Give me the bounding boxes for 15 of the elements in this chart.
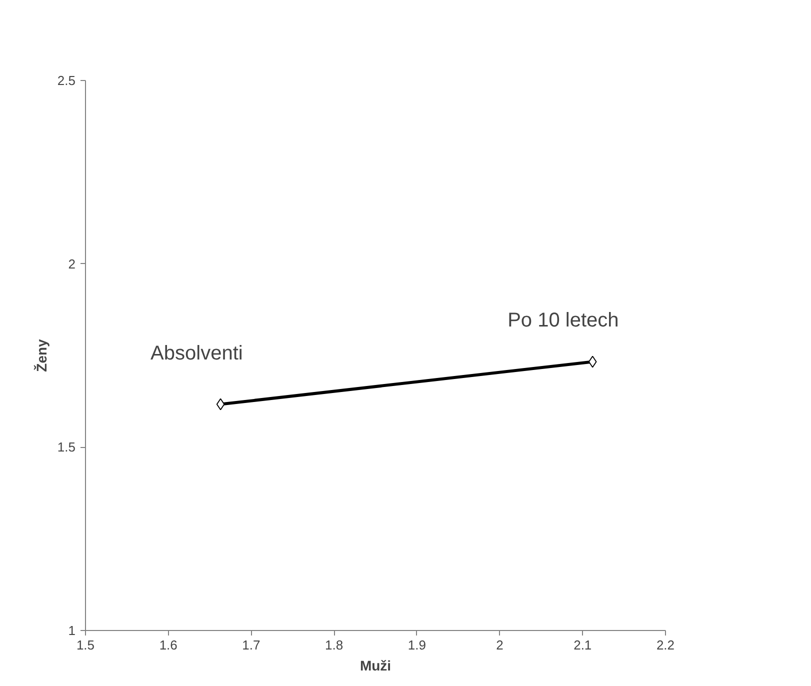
y-tick-label: 1 — [68, 623, 76, 638]
y-tick-label: 2 — [68, 256, 76, 272]
annotation: Po 10 letech — [508, 310, 619, 332]
y-tick-label: 2.5 — [57, 73, 76, 88]
x-tick-label: 2.1 — [574, 638, 592, 652]
x-tick-label: 1.6 — [159, 638, 178, 652]
x-tick-label: 1.8 — [325, 638, 344, 652]
x-axis-title: Muži — [360, 658, 392, 674]
y-tick-label: 1.5 — [57, 440, 76, 455]
x-tick-label: 2 — [496, 638, 504, 652]
annotation: Absolventi — [150, 342, 243, 364]
x-tick-label: 1.9 — [408, 638, 426, 652]
y-axis-title: Ženy — [33, 338, 50, 372]
x-tick-label: 1.7 — [242, 638, 260, 652]
x-tick-label: 2.2 — [656, 638, 675, 652]
